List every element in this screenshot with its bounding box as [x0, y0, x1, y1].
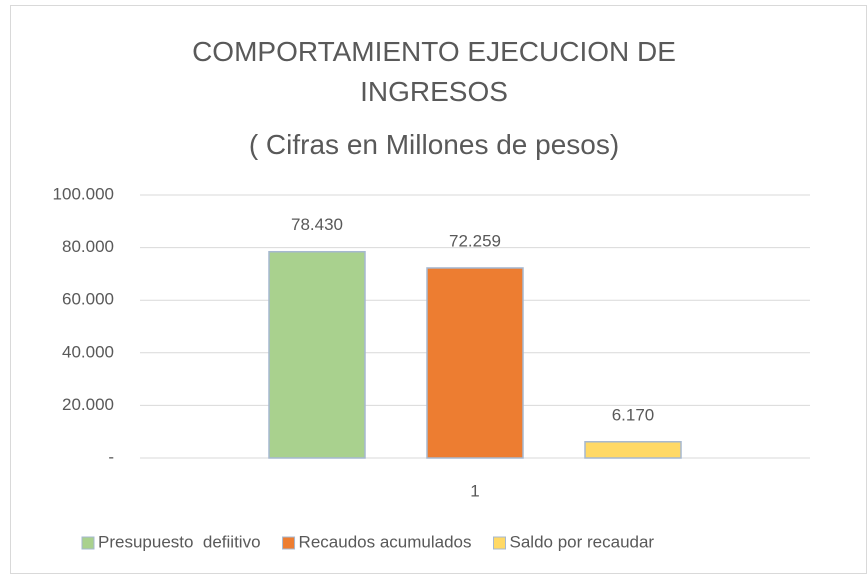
y-tick-label: 60.000: [62, 290, 114, 309]
legend-swatch: [282, 536, 296, 550]
chart-frame: [10, 5, 867, 574]
legend-label: Recaudos acumulados: [299, 532, 472, 551]
bar: [426, 267, 524, 459]
y-tick-label: 20.000: [62, 395, 114, 414]
bar: [268, 250, 366, 459]
y-tick-label: 80.000: [62, 237, 114, 256]
y-tick-label: 40.000: [62, 342, 114, 361]
legend-swatch: [493, 536, 506, 550]
legend-label: Saldo por recaudar: [510, 532, 655, 551]
chart-subtitle: ( Cifras en Millones de pesos): [248, 129, 620, 160]
data-label: 6.170: [612, 405, 655, 424]
y-tick-label: 100.000: [53, 184, 114, 203]
bar: [584, 441, 682, 459]
data-label: 78.430: [291, 215, 343, 234]
chart-title: COMPORTAMIENTO EJECUCION DE INGRESOS: [192, 36, 676, 107]
legend-label: Presupuesto defiitivo: [98, 532, 261, 551]
x-tick-label: 1: [470, 481, 479, 500]
y-tick-label: -: [108, 447, 114, 466]
data-label: 72.259: [449, 231, 501, 250]
legend-swatch: [81, 536, 95, 550]
